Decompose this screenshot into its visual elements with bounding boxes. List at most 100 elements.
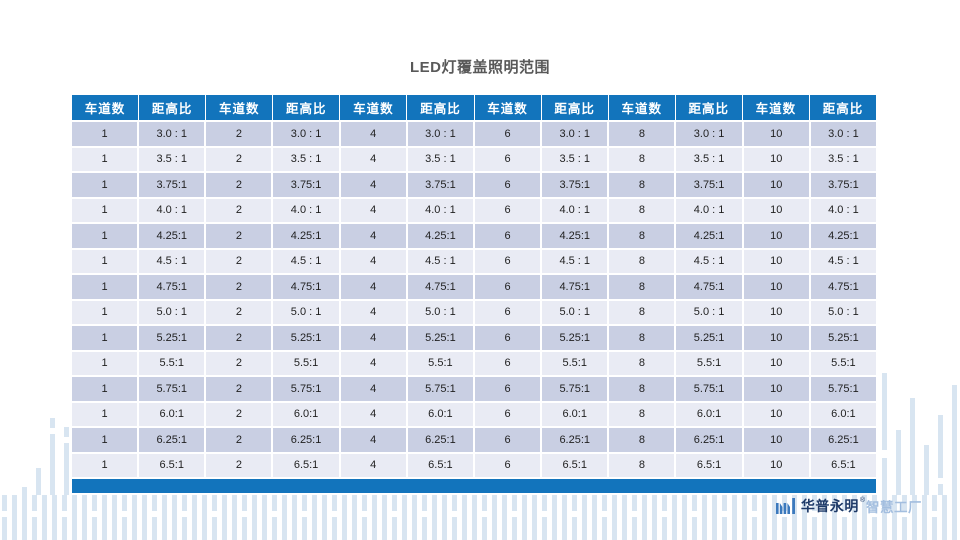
header-ratio: 距高比 (809, 95, 876, 120)
ratio-cell: 6.25:1 (139, 428, 205, 452)
lane-cell: 4 (340, 402, 406, 426)
decor-bar (162, 495, 167, 540)
decor-bar (312, 495, 317, 540)
table-body: 1 3.0 : 1 2 3.0 : 1 4 3.0 : 1 6 3.0 : 1 8 3.0 : 1… (72, 122, 876, 477)
ratio-cell: 5.5:1 (676, 351, 742, 375)
lane-cell: 1 (72, 122, 138, 146)
ratio-cell: 6.0:1 (139, 402, 205, 426)
decor-bar (262, 495, 267, 540)
ratio-cell: 5.75:1 (810, 377, 876, 401)
lane-cell: 8 (609, 377, 675, 401)
ratio-cell: 5.5:1 (273, 351, 339, 375)
decor-bar (92, 517, 97, 540)
brand-logo: 华普永明 ® 智慧工厂 (775, 497, 922, 515)
decor-bar (952, 495, 957, 540)
lane-cell: 2 (206, 300, 272, 324)
decor-bar (492, 495, 497, 540)
decor-bar (924, 445, 929, 495)
decor-bar (202, 495, 207, 540)
ratio-cell: 3.0 : 1 (676, 122, 742, 146)
lane-cell: 1 (72, 453, 138, 477)
decor-bar (882, 495, 887, 540)
decor-bar (122, 517, 127, 540)
lane-cell: 10 (743, 122, 809, 146)
lane-cell: 2 (206, 224, 272, 248)
ratio-cell: 5.25:1 (676, 326, 742, 350)
lane-cell: 10 (743, 326, 809, 350)
ratio-cell: 3.75:1 (676, 173, 742, 197)
decor-bar (182, 517, 187, 540)
coverage-table: 车道数 距高比 车道数 距高比 车道数 距高比 车道数 距高比 车道数 距高比 车道数 距高比 1 3.… (72, 95, 876, 493)
decor-bar (938, 484, 943, 495)
lane-cell: 4 (340, 300, 406, 324)
ratio-cell: 4.0 : 1 (810, 198, 876, 222)
decor-bar (652, 495, 657, 540)
lane-cell: 10 (743, 173, 809, 197)
lane-cell: 8 (609, 402, 675, 426)
decor-bar (932, 495, 937, 511)
ratio-cell: 6.0:1 (407, 402, 473, 426)
ratio-cell: 6.0:1 (273, 402, 339, 426)
decor-bar (792, 495, 797, 540)
decor-bar (612, 495, 617, 540)
decor-bar (882, 458, 887, 495)
ratio-cell: 5.75:1 (542, 377, 608, 401)
lane-cell: 4 (340, 428, 406, 452)
header-ratio: 距高比 (407, 95, 474, 120)
decor-bar (222, 495, 227, 540)
decor-bar (182, 495, 187, 511)
page-title: LED灯覆盖照明范围 (409, 59, 550, 76)
ratio-cell: 5.0 : 1 (139, 300, 205, 324)
lane-cell: 10 (743, 147, 809, 171)
ratio-cell: 3.0 : 1 (810, 122, 876, 146)
lane-cell: 6 (474, 173, 541, 197)
ratio-cell: 3.5 : 1 (273, 147, 339, 171)
ratio-cell: 3.0 : 1 (139, 122, 205, 146)
decor-bar (512, 517, 517, 540)
decor-bar (2, 495, 7, 511)
registered-mark: ® (859, 497, 865, 504)
decor-bar (852, 495, 857, 540)
lane-cell: 4 (340, 377, 406, 401)
ratio-cell: 3.75:1 (407, 173, 473, 197)
decor-bar (822, 495, 827, 540)
ratio-cell: 4.0 : 1 (407, 198, 473, 222)
decor-bar (322, 495, 327, 540)
ratio-cell: 6.25:1 (542, 428, 608, 452)
ratio-cell: 5.25:1 (273, 326, 339, 350)
ratio-cell: 5.5:1 (810, 351, 876, 375)
lane-cell: 10 (743, 428, 809, 452)
decor-bar (112, 495, 117, 540)
lane-cell: 8 (609, 173, 675, 197)
decor-bar (64, 427, 69, 437)
lane-cell: 6 (474, 453, 541, 477)
decor-bar (442, 495, 447, 540)
ratio-cell: 6.0:1 (810, 402, 876, 426)
decor-bar (692, 495, 697, 511)
decor-bar (64, 443, 69, 495)
decor-bar (932, 517, 937, 540)
lane-cell: 10 (743, 377, 809, 401)
lane-cell: 2 (206, 275, 272, 299)
decor-bar (132, 495, 137, 540)
header-ratio: 距高比 (541, 95, 608, 120)
lane-cell: 6 (474, 300, 541, 324)
ratio-cell: 3.75:1 (273, 173, 339, 197)
lane-cell: 10 (743, 351, 809, 375)
decor-bar (422, 495, 427, 511)
ratio-cell: 3.0 : 1 (273, 122, 339, 146)
lane-cell: 1 (72, 275, 138, 299)
lane-cell: 4 (340, 224, 406, 248)
decor-bar (382, 495, 387, 540)
lane-cell: 2 (206, 377, 272, 401)
decor-bar (372, 495, 377, 540)
lane-cell: 4 (340, 453, 406, 477)
decor-bar (892, 495, 897, 540)
decor-bar (732, 495, 737, 540)
decor-bar (332, 517, 337, 540)
decor-bar (302, 517, 307, 540)
ratio-cell: 4.25:1 (273, 224, 339, 248)
decor-bar (522, 495, 527, 540)
decor-bar (572, 495, 577, 511)
lane-cell: 4 (340, 351, 406, 375)
